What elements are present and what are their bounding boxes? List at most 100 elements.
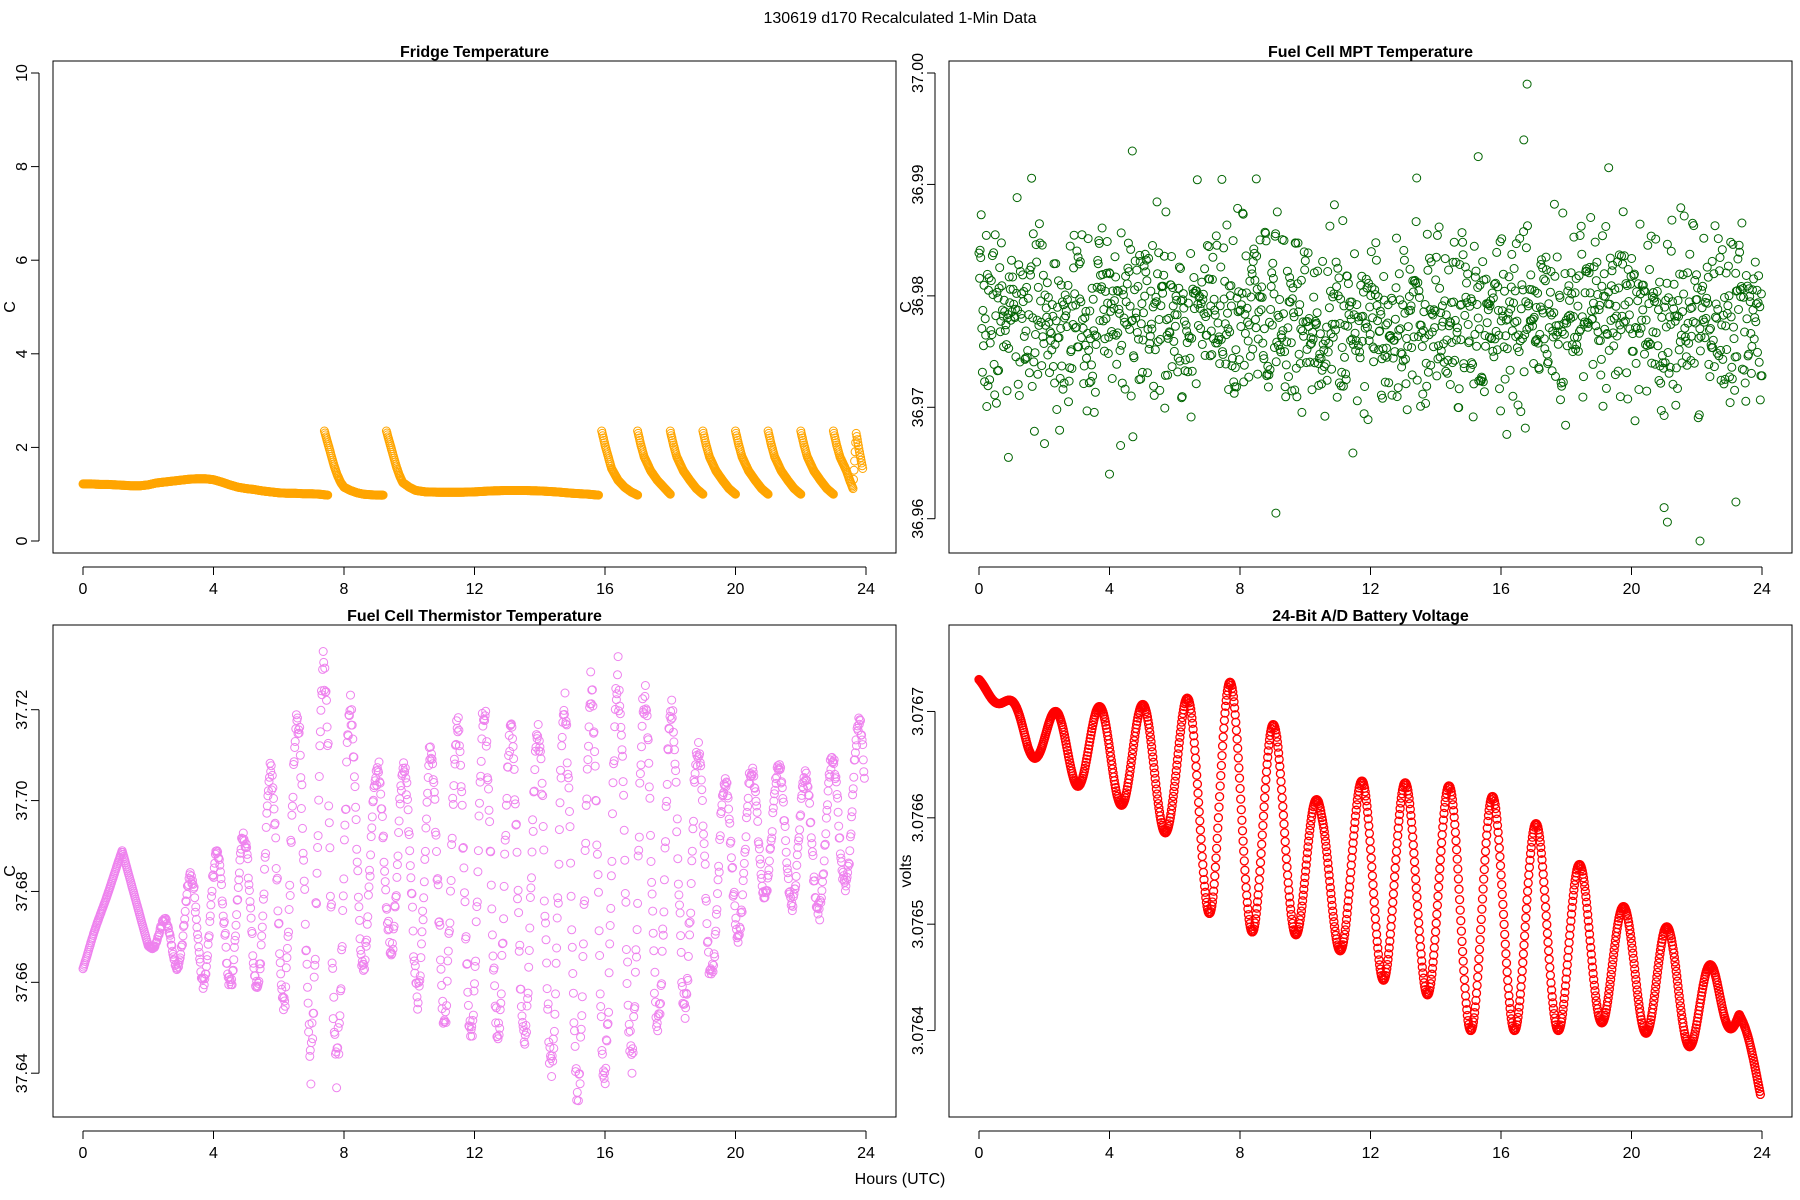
data-point (1275, 295, 1285, 304)
data-point (262, 808, 272, 818)
data-point (1065, 241, 1075, 251)
data-point (1166, 280, 1176, 290)
data-point (1263, 752, 1273, 762)
data-point (1173, 353, 1183, 363)
data-point (1145, 727, 1155, 738)
data-point (528, 826, 538, 836)
data-point (1739, 292, 1748, 302)
data-point (1051, 259, 1061, 269)
data-point (633, 490, 643, 500)
data-point (1000, 307, 1010, 316)
data-point (796, 793, 806, 803)
data-point (1271, 357, 1281, 367)
data-point (739, 858, 749, 868)
data-point (1673, 384, 1682, 393)
data-point (548, 1056, 558, 1066)
data-point (1399, 245, 1409, 255)
data-point (510, 799, 520, 809)
data-point (799, 773, 809, 782)
data-point (560, 688, 570, 698)
data-point (1207, 901, 1217, 911)
data-point (337, 945, 347, 955)
data-point (629, 1012, 639, 1022)
data-point (1392, 233, 1401, 243)
data-point (1302, 344, 1312, 354)
data-point (290, 743, 300, 752)
data-point (1629, 269, 1639, 279)
data-point (1254, 307, 1264, 317)
data-point (1089, 407, 1099, 417)
data-point (578, 952, 588, 961)
data-point (525, 923, 535, 933)
data-point (1295, 915, 1305, 925)
data-point (521, 1020, 531, 1030)
data-point (229, 955, 239, 965)
data-point (1633, 279, 1643, 289)
data-point (990, 230, 1000, 240)
data-point (1454, 403, 1464, 413)
data-point (1643, 240, 1653, 250)
data-point (520, 1039, 530, 1049)
data-point (471, 917, 481, 927)
data-point (859, 767, 869, 777)
data-point (1034, 219, 1044, 229)
data-point (856, 716, 865, 726)
data-point (354, 902, 364, 912)
data-point (267, 785, 277, 795)
data-point (306, 1079, 316, 1089)
data-point (704, 947, 713, 957)
data-point (299, 855, 309, 865)
x-tick-label: 20 (1623, 581, 1641, 598)
data-point (514, 908, 524, 918)
data-point (1710, 221, 1720, 231)
data-point (473, 867, 483, 877)
data-point (316, 705, 326, 715)
data-point (1190, 745, 1200, 756)
data-point (1061, 306, 1071, 316)
data-points (974, 674, 1766, 1100)
data-point (504, 730, 514, 740)
data-point (594, 887, 603, 897)
data-point (1312, 318, 1321, 328)
data-point (675, 908, 685, 918)
data-point (1638, 280, 1648, 290)
data-point (1176, 722, 1186, 732)
data-point (495, 1005, 505, 1015)
data-point (690, 777, 700, 787)
data-point (699, 839, 709, 849)
data-point (454, 725, 464, 735)
data-point (1754, 271, 1764, 281)
data-point (1370, 290, 1380, 300)
data-point (331, 1047, 341, 1057)
data-point (1420, 333, 1429, 343)
data-point (1437, 301, 1447, 311)
data-point (1628, 346, 1638, 356)
data-point (310, 954, 320, 964)
data-point (1545, 287, 1555, 297)
data-point (1411, 217, 1421, 227)
data-point (295, 722, 305, 732)
data-point (1099, 305, 1109, 314)
data-point (624, 1019, 634, 1029)
data-point (467, 1022, 477, 1032)
data-point (1500, 374, 1510, 384)
data-point (451, 740, 460, 750)
y-tick-label: 3.0767 (910, 687, 927, 736)
data-point (352, 844, 362, 854)
data-point (1662, 517, 1672, 527)
data-point (1297, 896, 1308, 906)
data-point (1406, 301, 1416, 311)
data-point (1108, 286, 1118, 296)
data-point (1351, 346, 1361, 355)
data-point (619, 790, 629, 800)
data-point (535, 742, 545, 752)
data-point (1162, 315, 1171, 325)
data-point (1120, 384, 1130, 394)
data-point (516, 984, 526, 994)
data-point (365, 871, 375, 881)
data-point (324, 818, 334, 828)
data-point (1198, 867, 1209, 878)
data-point (1383, 318, 1393, 328)
data-point (1713, 304, 1723, 314)
data-point (1086, 727, 1097, 737)
